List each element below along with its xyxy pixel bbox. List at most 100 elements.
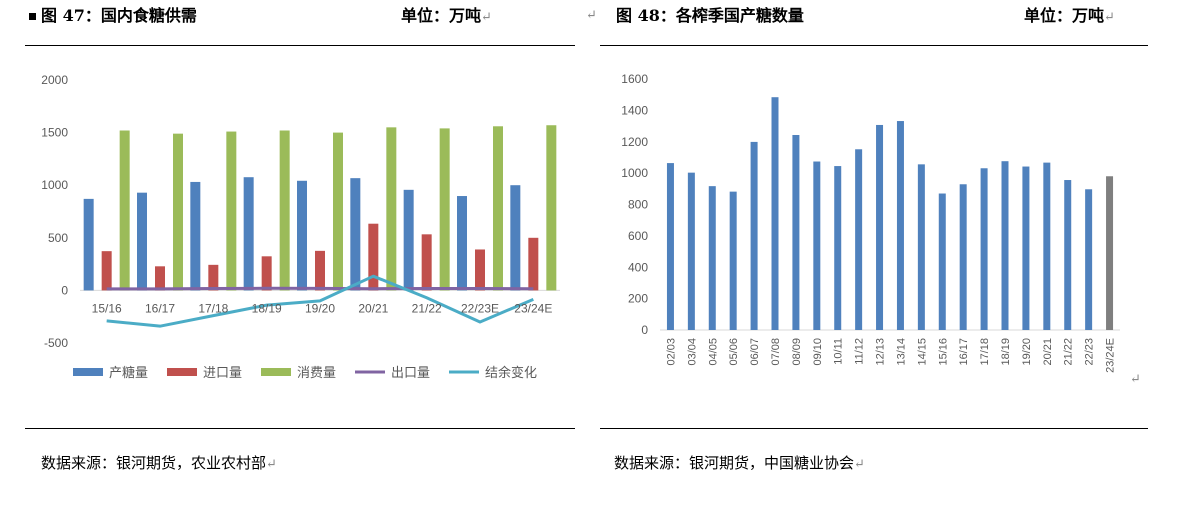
bar-进口量 bbox=[261, 256, 272, 291]
y-tick-label: 1000 bbox=[41, 178, 68, 192]
bar-产糖量 bbox=[190, 181, 201, 291]
y-tick-label: 1600 bbox=[621, 72, 648, 86]
bar-15/16 bbox=[938, 193, 946, 330]
bar-产糖量 bbox=[297, 180, 307, 291]
bar-产糖量 bbox=[243, 177, 254, 291]
x-tick-label: 15/16 bbox=[92, 301, 122, 315]
return-mark-icon: ↵ bbox=[854, 457, 865, 472]
x-tick-label: 05/06 bbox=[728, 338, 740, 366]
bar-20/21 bbox=[1043, 162, 1051, 330]
bar-消费量 bbox=[333, 132, 343, 291]
y-tick-label: 0 bbox=[61, 283, 68, 297]
x-tick-label: 21/22 bbox=[1063, 338, 1075, 366]
legend-swatch bbox=[73, 368, 103, 376]
bar-02/03 bbox=[666, 163, 674, 330]
x-tick-label: 20/21 bbox=[1042, 338, 1054, 366]
bar-17/18 bbox=[980, 168, 988, 330]
x-tick-label: 19/20 bbox=[1021, 338, 1033, 366]
bar-14/15 bbox=[917, 164, 925, 330]
left-figure-title: 图 47：国内食糖供需 bbox=[41, 6, 197, 25]
bar-进口量 bbox=[528, 237, 539, 291]
right-figure-title: 图 48：各榨季国产糖数量 bbox=[616, 6, 804, 25]
return-mark-icon: ↵ bbox=[481, 10, 492, 25]
bar-进口量 bbox=[155, 266, 165, 291]
x-tick-label: 23/24E bbox=[1105, 338, 1117, 373]
x-tick-label: 04/05 bbox=[707, 338, 719, 366]
left-unit-label: 单位：万吨 bbox=[401, 6, 482, 25]
right-unit-label: 单位：万吨 bbox=[1024, 6, 1105, 25]
x-tick-label: 08/09 bbox=[791, 338, 803, 366]
bar-消费量 bbox=[119, 130, 130, 291]
bar-产糖量 bbox=[457, 196, 467, 291]
bar-消费量 bbox=[226, 131, 237, 291]
y-tick-label: 200 bbox=[628, 292, 648, 306]
x-tick-label: 23/24E bbox=[514, 301, 552, 315]
x-tick-label: 16/17 bbox=[145, 301, 175, 315]
y-tick-label: 400 bbox=[628, 260, 648, 274]
bar-消费量 bbox=[493, 126, 503, 291]
legend-label: 消费量 bbox=[297, 365, 336, 380]
bar-进口量 bbox=[421, 234, 432, 291]
return-mark-icon: ↵ bbox=[1104, 10, 1115, 25]
legend-label: 结余变化 bbox=[485, 365, 537, 380]
y-tick-label: 800 bbox=[628, 198, 648, 212]
x-tick-label: 16/17 bbox=[958, 338, 970, 366]
bar-13/14 bbox=[896, 121, 904, 330]
bar-19/20 bbox=[1022, 166, 1030, 330]
right-title-row: ↵ 图 48：各榨季国产糖数量 单位：万吨↵ bbox=[586, 4, 1148, 28]
x-tick-label: 18/19 bbox=[1000, 338, 1012, 366]
x-tick-label: 15/16 bbox=[937, 338, 949, 366]
y-tick-label: -500 bbox=[44, 336, 68, 350]
x-tick-label: 21/22 bbox=[412, 301, 442, 315]
right-chart: 1600 1400 1200 1000 800 600 400 200 0 02/03 03/04 0… bbox=[621, 72, 1120, 373]
left-bottom-rule bbox=[25, 428, 575, 429]
bar-09/10 bbox=[813, 161, 821, 330]
bar-进口量 bbox=[368, 223, 379, 291]
return-mark-icon: ↵ bbox=[586, 8, 597, 23]
bar-23/24E bbox=[1106, 176, 1114, 330]
bar-进口量 bbox=[101, 251, 112, 291]
y-tick-label: 1000 bbox=[621, 166, 648, 180]
legend-swatch bbox=[261, 368, 291, 376]
y-tick-label: 500 bbox=[48, 231, 68, 245]
bar-03/04 bbox=[687, 172, 695, 330]
return-mark-icon: ↵ bbox=[266, 457, 277, 472]
bar-进口量 bbox=[208, 264, 219, 291]
y-tick-label: 0 bbox=[641, 323, 648, 337]
bar-消费量 bbox=[439, 128, 450, 291]
x-tick-label: 10/11 bbox=[833, 338, 845, 365]
bar-11/12 bbox=[855, 149, 863, 330]
bar-产糖量 bbox=[83, 198, 94, 291]
legend-label: 产糖量 bbox=[109, 365, 148, 380]
bar-10/11 bbox=[834, 166, 842, 330]
bar-产糖量 bbox=[403, 189, 414, 291]
bar-消费量 bbox=[546, 125, 557, 291]
x-tick-label: 22/23 bbox=[1084, 338, 1096, 366]
line-结余变化 bbox=[106, 274, 534, 328]
bar-消费量 bbox=[279, 130, 290, 291]
bar-16/17 bbox=[959, 184, 967, 330]
legend-label: 进口量 bbox=[203, 365, 242, 380]
left-title-row: 图 47：国内食糖供需 单位：万吨↵ bbox=[25, 4, 575, 28]
x-tick-label: 07/08 bbox=[770, 338, 782, 366]
bar-22/23 bbox=[1085, 189, 1093, 330]
bar-消费量 bbox=[386, 127, 397, 291]
bar-消费量 bbox=[173, 133, 183, 291]
x-tick-label: 09/10 bbox=[812, 338, 824, 366]
bar-进口量 bbox=[315, 250, 325, 291]
bar-18/19 bbox=[1001, 161, 1009, 330]
y-tick-label: 1400 bbox=[621, 103, 648, 117]
bar-05/06 bbox=[729, 191, 737, 330]
left-figure: 图 47：国内食糖供需 单位：万吨↵ 2000 1500 1000 500 0 -500 1… bbox=[25, 0, 575, 507]
x-tick-label: 11/12 bbox=[854, 338, 866, 365]
y-tick-label: 600 bbox=[628, 229, 648, 243]
x-tick-label: 12/13 bbox=[875, 338, 887, 366]
bar-产糖量 bbox=[137, 192, 147, 291]
left-chart: 2000 1500 1000 500 0 -500 15/16 16/17 17/18 18/19… bbox=[41, 73, 560, 380]
legend-swatch bbox=[167, 368, 197, 376]
x-tick-label: 18/19 bbox=[252, 301, 282, 315]
y-tick-label: 1500 bbox=[41, 126, 68, 140]
bar-产糖量 bbox=[510, 185, 521, 291]
x-tick-label: 14/15 bbox=[916, 338, 928, 366]
bar-08/09 bbox=[792, 135, 800, 330]
